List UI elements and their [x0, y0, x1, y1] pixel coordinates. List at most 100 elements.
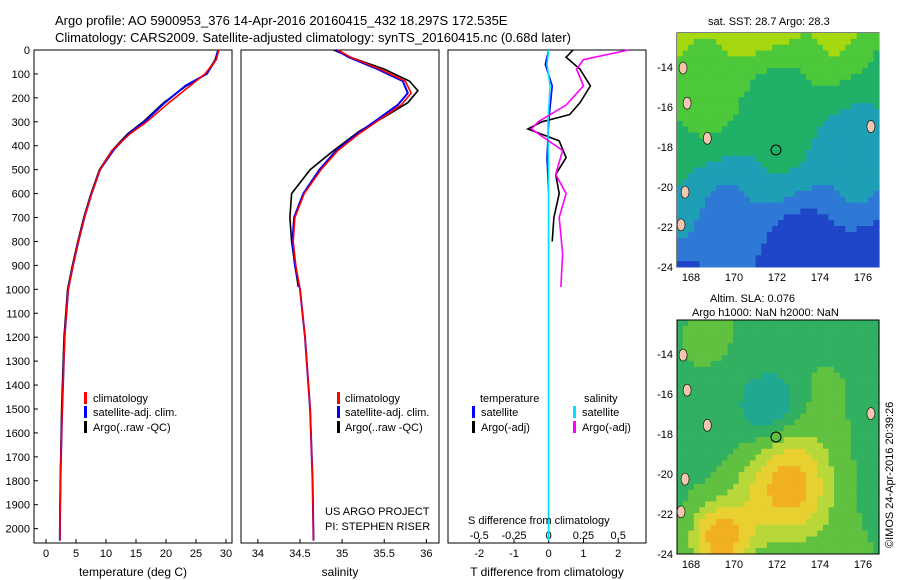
s-difference-axis-title: S difference from climatology	[468, 515, 610, 527]
sst-cell	[850, 167, 858, 174]
sst-cell	[789, 50, 796, 57]
salinity-panel	[240, 49, 440, 544]
sst-cell	[856, 79, 863, 87]
sla-cell	[867, 466, 874, 473]
sst-cell	[738, 79, 745, 87]
sla-cell	[856, 507, 863, 514]
sla-cell	[766, 413, 773, 420]
sst-cell	[822, 179, 830, 186]
sla-cell	[850, 372, 858, 379]
sla-cell	[778, 366, 785, 374]
sst-cell	[733, 173, 740, 180]
sla-cell	[817, 413, 824, 420]
sst-cell	[772, 44, 779, 52]
sla-cell	[789, 384, 796, 391]
sla-cell	[839, 513, 846, 520]
sla-cell	[778, 390, 785, 397]
sla-cell	[699, 337, 706, 344]
sst-cell	[699, 179, 706, 186]
sla-cell	[733, 372, 740, 379]
sla-cell	[699, 448, 706, 456]
sla-cell	[699, 431, 706, 438]
sst-cell	[828, 155, 835, 163]
sla-cell	[811, 425, 818, 432]
sla-cell	[772, 466, 779, 473]
sst-cell	[862, 73, 869, 81]
sst-cell	[738, 85, 745, 93]
sst-cell	[783, 167, 790, 174]
legend-swatch-t-satellite	[472, 406, 475, 418]
sla-cell	[710, 495, 717, 502]
sla-cell	[834, 448, 841, 456]
sst-cell	[727, 150, 734, 157]
sla-cell	[845, 536, 852, 543]
sst-cell	[744, 33, 751, 40]
sla-cell	[822, 466, 830, 473]
sla-cell	[699, 366, 706, 374]
sla-cell	[733, 407, 740, 415]
sla-cell	[778, 349, 785, 356]
sst-cell	[862, 161, 869, 169]
sst-cell	[822, 38, 830, 46]
sla-cell	[705, 483, 712, 491]
sla-cell	[783, 355, 790, 362]
sla-cell	[783, 442, 790, 450]
sst-cell	[727, 161, 734, 169]
sla-cell	[721, 431, 729, 438]
sst-cell	[727, 114, 734, 122]
sla-cell	[744, 407, 751, 415]
sla-cell	[867, 437, 874, 444]
sst-cell	[705, 56, 712, 63]
sst-cell	[705, 243, 712, 250]
sst-cell	[806, 237, 813, 245]
sst-cell	[727, 68, 734, 75]
sla-cell	[727, 448, 734, 456]
island-shape	[678, 348, 688, 362]
sst-cell	[705, 173, 712, 180]
sla-cell	[867, 530, 874, 537]
sst-cell	[772, 79, 779, 87]
sla-cell	[778, 325, 785, 333]
sla-cell	[811, 331, 818, 339]
sla-cell	[834, 425, 841, 432]
sst-cell	[834, 38, 841, 46]
sla-cell	[834, 460, 841, 467]
sla-cell	[693, 396, 700, 403]
sst-cell	[682, 33, 689, 40]
sst-cell	[806, 167, 813, 174]
sst-cell	[794, 155, 801, 163]
sst-cell	[873, 68, 880, 75]
sla-cell	[778, 477, 785, 485]
sla-cell	[862, 372, 869, 379]
sst-cell	[845, 226, 852, 233]
sst-cell	[867, 261, 874, 268]
sst-cell	[850, 33, 858, 40]
sla-cell	[744, 542, 751, 549]
sla-cell	[699, 454, 706, 461]
sst-cell	[783, 261, 790, 268]
sla-cell	[806, 320, 813, 327]
sla-cell	[727, 477, 734, 485]
sla-cell	[806, 507, 813, 514]
sla-cell	[817, 431, 824, 438]
sla-cell	[721, 524, 729, 532]
sla-cell	[716, 495, 723, 502]
legend-label-satellite: satellite-adj. clim.	[345, 407, 429, 419]
sla-cell	[817, 325, 824, 333]
sla-cell	[811, 419, 818, 426]
sla-cell	[733, 396, 740, 403]
sst-cell	[682, 161, 689, 169]
sst-cell	[789, 68, 796, 75]
sst-cell	[789, 237, 796, 245]
sst-cell	[677, 38, 684, 46]
sst-cell	[862, 62, 869, 69]
sla-cell	[867, 396, 874, 403]
sla-cell	[817, 396, 824, 403]
sla-cell	[845, 542, 852, 549]
sla-cell	[806, 360, 813, 368]
sla-cell	[761, 349, 768, 356]
sst-cell	[834, 56, 841, 63]
sst-cell	[710, 144, 717, 151]
sla-cell	[682, 396, 689, 403]
sst-cell	[693, 120, 700, 128]
